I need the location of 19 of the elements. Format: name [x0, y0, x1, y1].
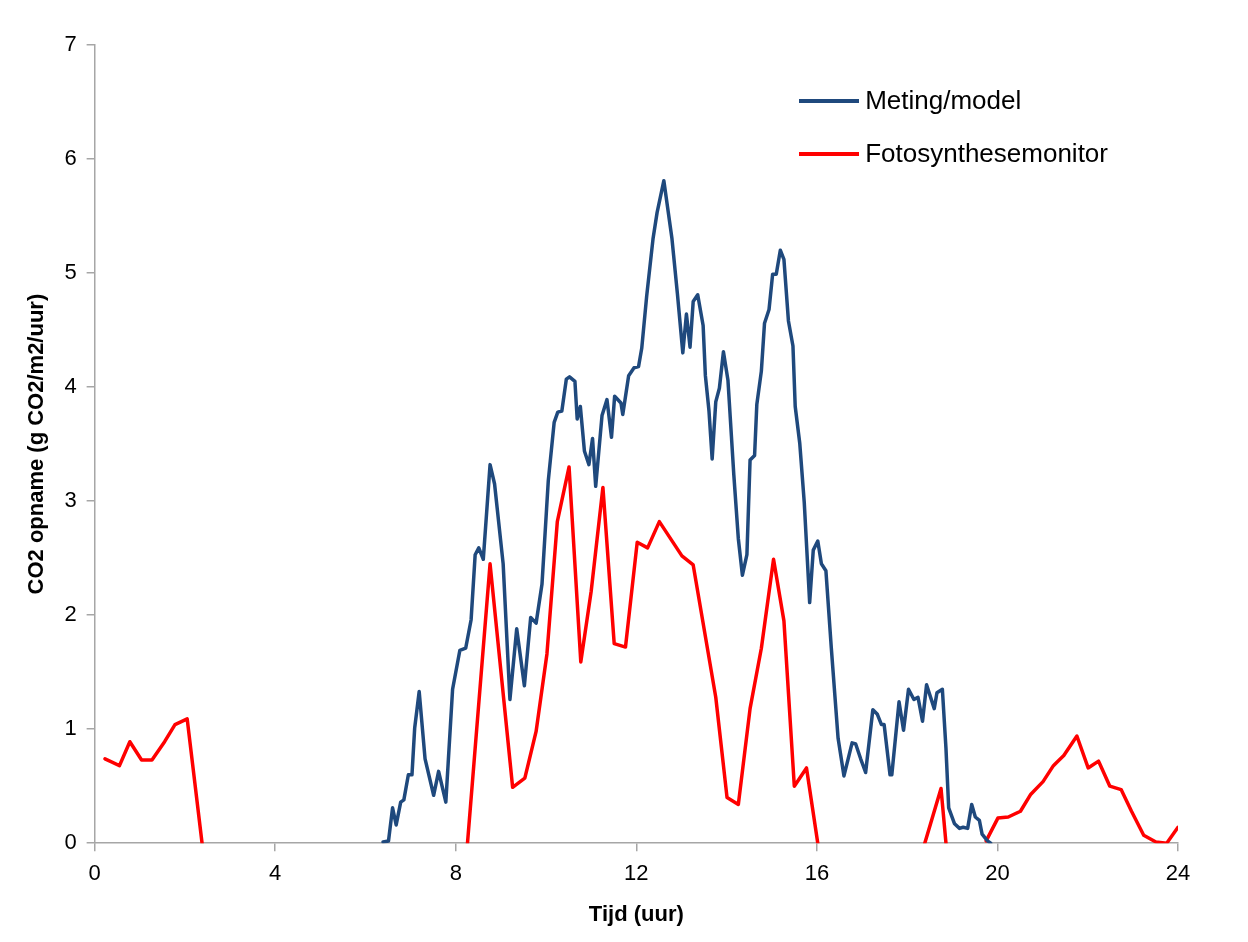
x-tick-label: 20 — [985, 860, 1010, 886]
x-tick-label: 12 — [624, 860, 649, 886]
legend-label: Meting/model — [865, 85, 1022, 116]
y-tick-label: 2 — [64, 601, 77, 627]
y-tick-label: 5 — [64, 259, 77, 285]
x-tick-label: 4 — [269, 860, 282, 886]
y-tick-label: 3 — [64, 487, 77, 513]
y-tick-label: 0 — [64, 829, 77, 855]
x-axis-title: Tijd (uur) — [588, 900, 684, 926]
x-tick-label: 0 — [88, 860, 101, 886]
x-tick-label: 16 — [804, 860, 830, 886]
y-tick-label: 6 — [64, 145, 77, 171]
y-tick-label: 4 — [64, 373, 77, 399]
legend-label: Fotosynthesemonitor — [865, 138, 1108, 169]
x-tick-label: 24 — [1165, 860, 1191, 886]
x-tick-label: 8 — [449, 860, 462, 886]
y-tick-label: 7 — [64, 31, 77, 57]
y-axis-title: CO2 opname (g CO2/m2/uur) — [23, 293, 49, 595]
y-tick-label: 1 — [64, 715, 77, 741]
